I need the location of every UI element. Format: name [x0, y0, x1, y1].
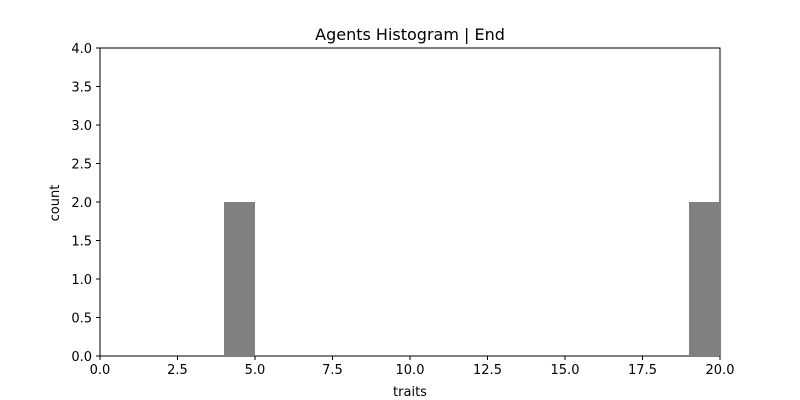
x-tick-label: 10.0: [396, 363, 425, 378]
y-tick-label: 2.0: [71, 196, 92, 211]
y-axis-label: count: [48, 185, 63, 222]
y-tick-label: 1.5: [71, 235, 92, 250]
x-tick-label: 7.5: [322, 363, 343, 378]
plot-frame: [99, 47, 721, 357]
y-tick-label: 0.5: [71, 312, 92, 327]
plot-area: [99, 47, 721, 357]
bars-group: [224, 202, 720, 356]
x-axis: 0.0 2.5 5.0 7.5 10.0 12.5 15.0 17.5 20.0: [90, 356, 735, 378]
y-axis: 0.0 0.5 1.0 1.5 2.0 2.5 3.0 3.5 4.0: [71, 42, 100, 365]
x-tick-label: 0.0: [90, 363, 111, 378]
x-tick-label: 15.0: [551, 363, 580, 378]
y-tick-label: 3.5: [71, 81, 92, 96]
chart-title: Agents Histogram | End: [315, 25, 505, 44]
histogram-bar-2: [689, 202, 720, 356]
x-tick-label: 2.5: [167, 363, 188, 378]
x-tick-label: 12.5: [473, 363, 502, 378]
y-tick-label: 3.0: [71, 119, 92, 134]
x-tick-label: 20.0: [706, 363, 735, 378]
x-tick-label: 5.0: [245, 363, 266, 378]
histogram-bar-1: [224, 202, 255, 356]
y-tick-label: 4.0: [71, 42, 92, 57]
y-tick-label: 2.5: [71, 158, 92, 173]
x-tick-label: 17.5: [628, 363, 657, 378]
x-axis-label: traits: [393, 385, 427, 400]
y-tick-label: 1.0: [71, 273, 92, 288]
y-tick-label: 0.0: [71, 350, 92, 365]
